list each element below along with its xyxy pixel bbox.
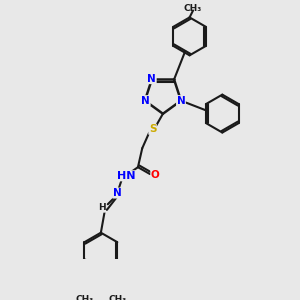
Text: HN: HN	[117, 171, 135, 181]
Text: N: N	[177, 96, 185, 106]
Text: CH₃: CH₃	[75, 296, 94, 300]
Text: N: N	[147, 74, 156, 84]
Text: N: N	[113, 188, 122, 198]
Text: H: H	[98, 203, 106, 212]
Text: CH₃: CH₃	[184, 4, 202, 13]
Text: O: O	[151, 170, 160, 180]
Text: N: N	[141, 96, 150, 106]
Text: CH₃: CH₃	[108, 296, 126, 300]
Text: S: S	[149, 124, 156, 134]
